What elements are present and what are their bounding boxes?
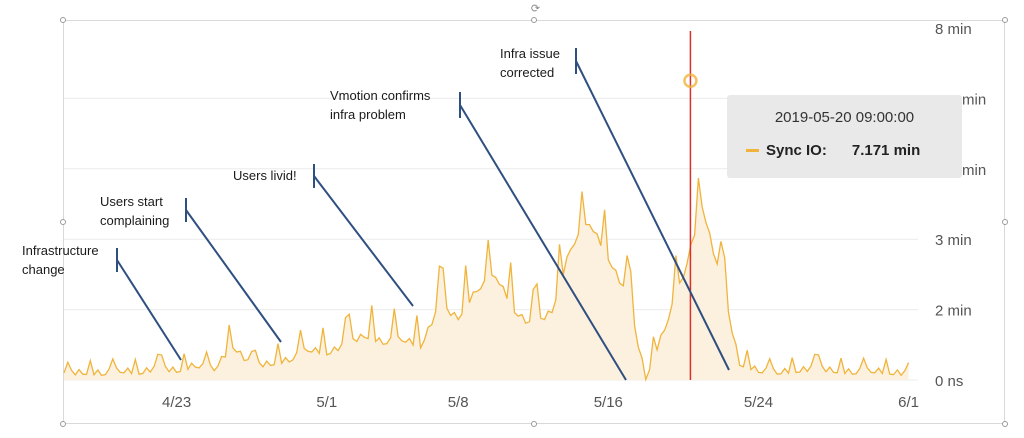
x-tick-label-5: 6/1: [898, 394, 919, 411]
resize-handle-top-right[interactable]: [1002, 17, 1008, 23]
marker-point: [683, 73, 698, 89]
marker-line: [683, 31, 698, 380]
x-tick-label-4: 5/24: [744, 394, 773, 411]
y-tick-label-1: 2 min: [935, 303, 972, 320]
x-tick-label-3: 5/16: [594, 394, 623, 411]
tooltip-series-swatch: [746, 149, 759, 152]
series-line-path: [63, 178, 910, 382]
y-tick-label-3: 8 min: [935, 21, 972, 38]
annotation-3-line-0: Vmotion confirms: [330, 88, 431, 103]
tooltip-time: 2019-05-20 09:00:00: [774, 109, 915, 126]
x-tick-label-2: 5/8: [448, 394, 469, 411]
annotation-3-pointer: [459, 104, 627, 381]
resize-handle-top-center[interactable]: [531, 17, 537, 23]
x-axis-ticks: 4/23 5/1 5/8 5/16 5/24 6/1: [162, 394, 919, 411]
rotate-handle-icon[interactable]: ⟳: [530, 3, 541, 15]
annotation-0-pointer: [116, 259, 182, 361]
annotation-4-pointer: [575, 60, 730, 371]
resize-handle-top-left[interactable]: [60, 17, 66, 23]
series-line: [63, 178, 910, 382]
annotation-4-line-1: corrected: [500, 65, 554, 80]
x-tick-label-1: 5/1: [316, 394, 337, 411]
resize-handle-bottom-right[interactable]: [1002, 421, 1008, 427]
resize-handle-bottom-center[interactable]: [531, 421, 537, 427]
annotation-3-line-1: infra problem: [330, 107, 406, 122]
series-area-fill: [64, 178, 909, 380]
resize-handle-middle-right[interactable]: [1002, 219, 1008, 225]
series-area: [64, 178, 909, 380]
resize-handle-middle-left[interactable]: [60, 219, 66, 225]
annotation-arrows: [116, 48, 730, 381]
annotation-1-line-1: complaining: [100, 213, 169, 228]
y-tick-label-0: 0 ns: [935, 373, 963, 390]
tooltip-row: Sync IO: 7.171 min: [746, 142, 920, 159]
annotation-2-pointer: [313, 175, 414, 307]
x-tick-label-0: 4/23: [162, 394, 191, 411]
annotation-4-line-0: Infra issue: [500, 46, 560, 61]
annotation-texts: Infrastructure change Users start complaini…: [22, 46, 560, 277]
annotation-0-line-1: change: [22, 262, 65, 277]
y-tick-label-partial-0: min: [962, 91, 986, 108]
hover-tooltip: 2019-05-20 09:00:00 Sync IO: 7.171 min: [727, 95, 962, 178]
y-tick-label-2: 3 min: [935, 232, 972, 249]
tooltip-series-label: Sync IO:: [766, 142, 827, 159]
y-axis-ticks: 0 ns 2 min 3 min 8 min min min: [935, 21, 986, 390]
resize-handle-bottom-left[interactable]: [60, 421, 66, 427]
y-tick-label-partial-1: min: [962, 162, 986, 179]
annotation-0-line-0: Infrastructure: [22, 243, 99, 258]
annotation-1-line-0: Users start: [100, 194, 163, 209]
annotation-2-line-0: Users livid!: [233, 168, 297, 183]
annotation-1-pointer: [185, 209, 282, 343]
tooltip-value: 7.171 min: [851, 142, 921, 159]
